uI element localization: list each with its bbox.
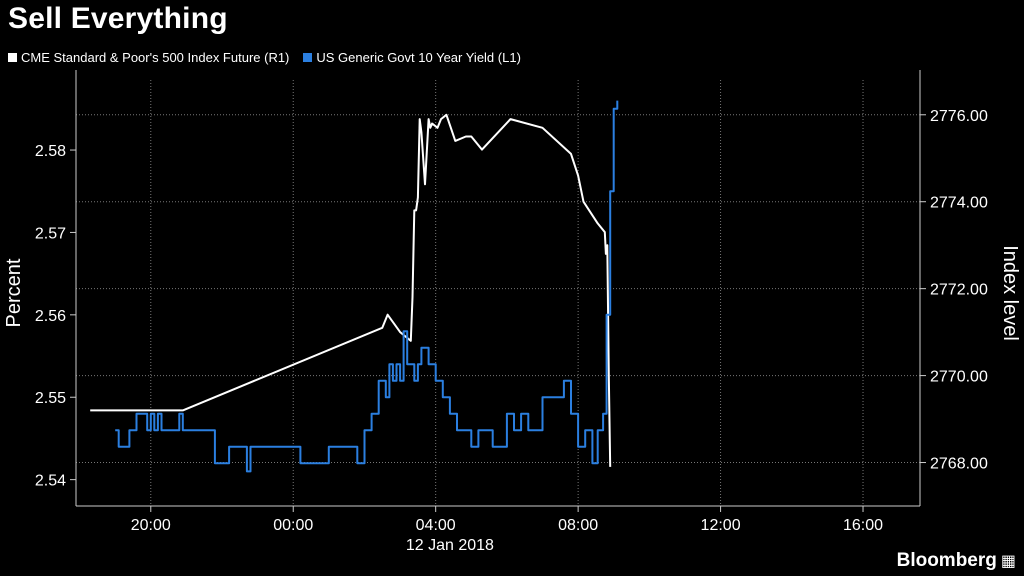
x-tick-label-1: 00:00 (273, 517, 313, 534)
legend-item-sp500: CME Standard & Poor's 500 Index Future (… (8, 50, 289, 65)
legend-label-sp500: CME Standard & Poor's 500 Index Future (… (21, 50, 290, 65)
legend-item-yield: US Generic Govt 10 Year Yield (L1) (303, 50, 521, 65)
left-tick-label-2: 2.56 (35, 308, 66, 325)
right-tick-label-2: 2772.00 (930, 282, 988, 299)
left-tick-label-3: 2.57 (35, 225, 66, 242)
x-axis-label: 12 Jan 2018 (406, 537, 494, 554)
brand-mark-icon: ▦ (1000, 553, 1016, 570)
right-axis-title: Index level (999, 245, 1021, 341)
x-tick-label-2: 04:00 (416, 517, 456, 534)
brand-name: Bloomberg (896, 550, 997, 571)
chart-title: Sell Everything (8, 2, 228, 35)
brand-logo: Bloomberg ▦ (897, 550, 1016, 572)
left-tick-label-4: 2.58 (35, 143, 66, 160)
x-tick-label-4: 12:00 (701, 517, 741, 534)
right-tick-label-4: 2776.00 (930, 108, 988, 125)
legend: CME Standard & Poor's 500 Index Future (… (8, 50, 521, 65)
series-line-0 (90, 113, 612, 467)
x-tick-label-5: 16:00 (843, 517, 883, 534)
x-tick-label-0: 20:00 (131, 517, 171, 534)
left-axis-title: Percent (3, 258, 25, 327)
right-tick-label-3: 2774.00 (930, 195, 988, 212)
legend-swatch-sp500 (8, 53, 17, 62)
x-tick-label-3: 08:00 (558, 517, 598, 534)
left-tick-label-1: 2.55 (35, 390, 66, 407)
legend-label-yield: US Generic Govt 10 Year Yield (L1) (316, 50, 521, 65)
right-tick-label-0: 2768.00 (930, 456, 988, 473)
left-tick-label-0: 2.54 (35, 473, 66, 490)
right-tick-label-1: 2770.00 (930, 369, 988, 386)
legend-swatch-yield (303, 53, 313, 62)
series-line-1 (115, 100, 619, 473)
